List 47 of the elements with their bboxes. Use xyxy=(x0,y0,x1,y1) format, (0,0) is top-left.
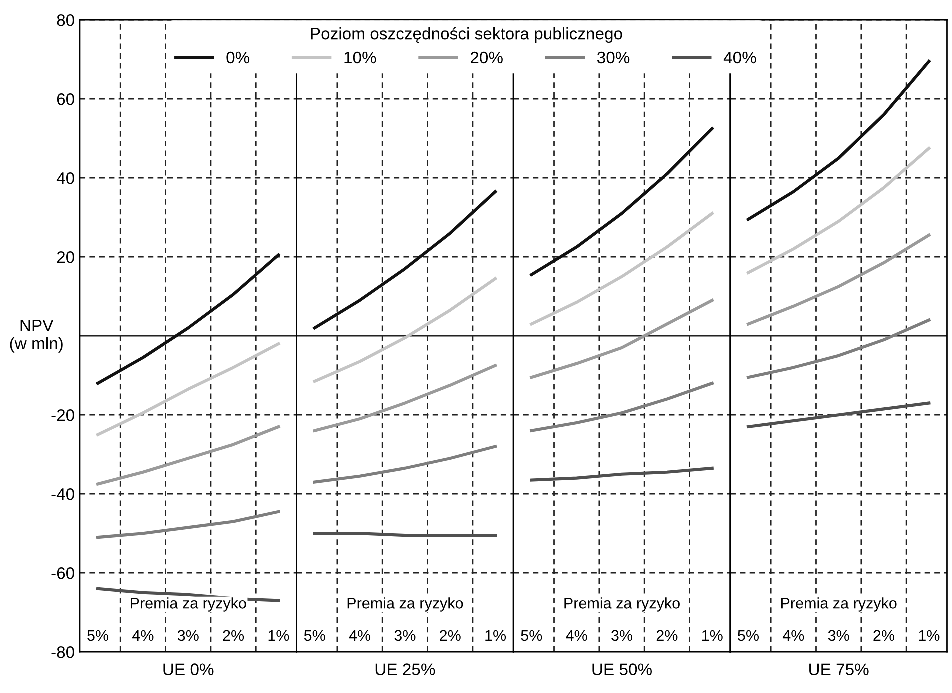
x-tick-label: 4% xyxy=(132,630,154,642)
annotation: Premia za ryzyko xyxy=(131,598,246,612)
annotation: Premia za ryzyko xyxy=(348,598,464,612)
x-tick-label: 5% xyxy=(521,630,542,642)
annotation: Premia za ryzyko xyxy=(564,598,680,612)
legend-label: 0% xyxy=(226,52,250,64)
line-series xyxy=(96,254,280,386)
x-tick-label: 1% xyxy=(702,630,723,642)
x-tick-label: 3% xyxy=(178,630,199,642)
x-tick-label: 2% xyxy=(874,630,894,642)
x-tick-label: 4% xyxy=(782,630,804,642)
y-tick-label: -60 xyxy=(52,568,74,580)
x-tick-label: 5% xyxy=(88,630,109,642)
line-series xyxy=(96,510,280,540)
line-series xyxy=(96,342,280,436)
x-tick-label: 2% xyxy=(223,630,244,642)
x-tick-label: 2% xyxy=(656,630,678,642)
y-tick-label: 80 xyxy=(57,14,74,26)
x-tick-label: 3% xyxy=(612,630,633,642)
y-tick-label: -40 xyxy=(52,488,74,500)
x-axis-title: UE 0% xyxy=(164,664,214,676)
x-axis-title: UE 50% xyxy=(592,664,652,676)
legend-title: Poziom oszczędności sektora publicznego xyxy=(311,27,622,44)
legend-label: 10% xyxy=(344,52,376,64)
y-tick-label: 60 xyxy=(57,94,74,106)
x-axis-title: UE 75% xyxy=(810,664,869,676)
line-series xyxy=(96,425,280,486)
y-axis-title: NPV (w mln) xyxy=(10,320,63,353)
x-tick-label: 1% xyxy=(919,630,940,642)
x-tick-label: 3% xyxy=(828,630,850,642)
legend-label: 20% xyxy=(471,52,503,64)
y-tick-label: 40 xyxy=(56,172,74,184)
x-tick-label: 4% xyxy=(566,630,588,642)
y-tick-label: 20 xyxy=(57,252,74,264)
x-tick-label: 2% xyxy=(440,630,461,642)
legend-label: 40% xyxy=(724,52,756,64)
annotation: Premia za ryzyko xyxy=(782,598,897,612)
x-axis-title: UE 25% xyxy=(376,664,436,676)
y-tick-label: -80 xyxy=(52,646,74,658)
x-tick-label: 3% xyxy=(394,630,416,642)
x-tick-label: 4% xyxy=(349,630,371,642)
y-tick-label: -20 xyxy=(52,410,74,422)
x-tick-label: 5% xyxy=(738,630,759,642)
x-tick-label: 5% xyxy=(304,630,326,642)
x-tick-label: 1% xyxy=(486,630,506,642)
x-tick-label: 1% xyxy=(268,630,290,642)
legend-label: 30% xyxy=(597,52,630,64)
